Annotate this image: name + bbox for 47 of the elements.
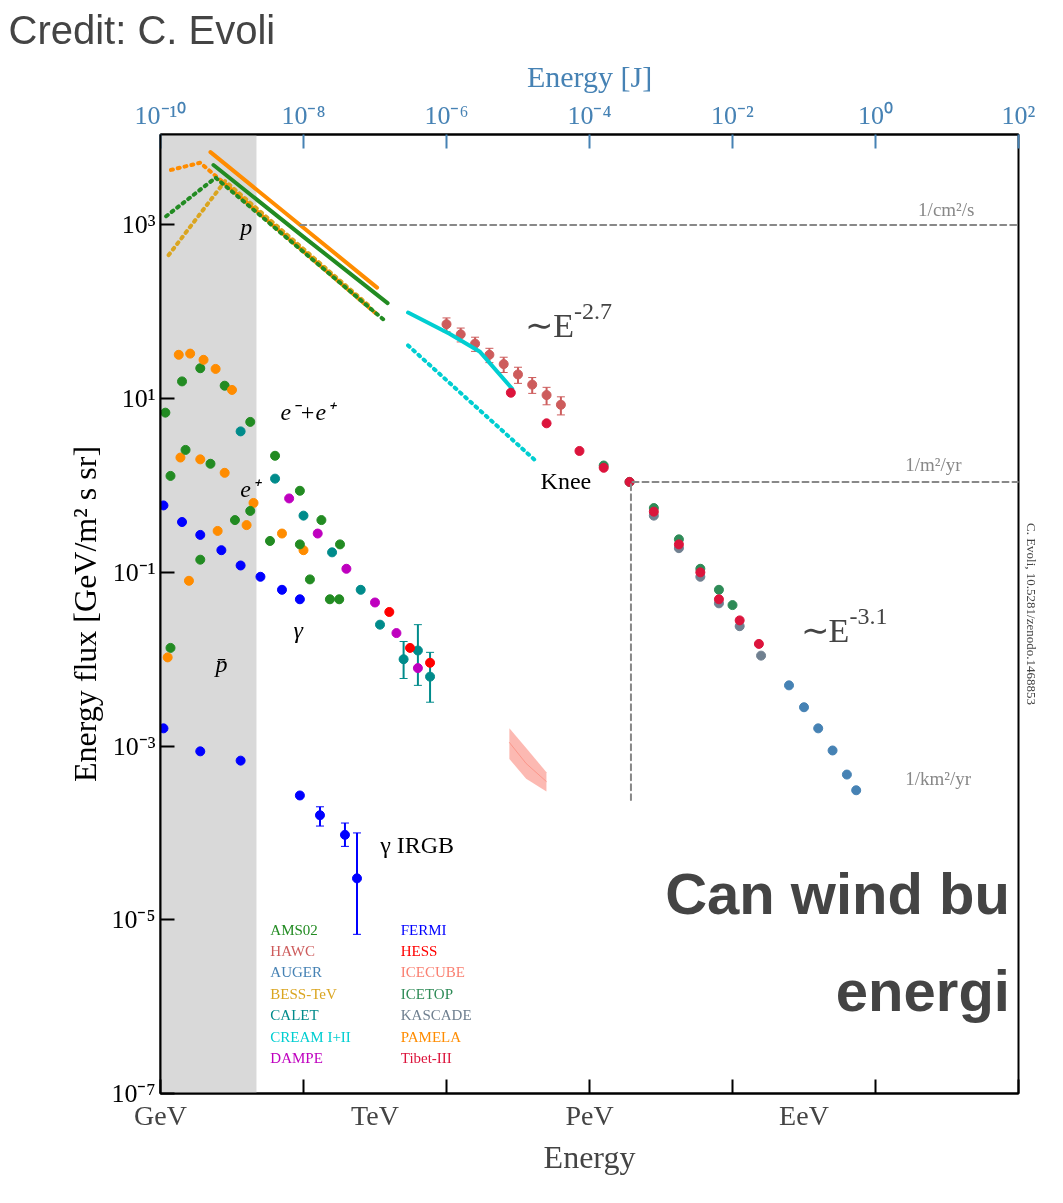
y-tick-label: 10⁻³ [112,731,156,761]
annotation: 1/m²/yr [905,453,963,475]
annotation: e⁻+e⁺ [280,398,338,425]
text: ICECUBE [400,964,465,981]
x-tick-label: 10⁻¹⁰ [134,100,187,130]
annotation: γ [293,617,304,644]
annotation: p [238,213,253,240]
y-axis-title: Energy flux [GeV/m² s sr] [67,445,104,783]
text: Energy [543,1138,636,1175]
x-tick-label: 10⁰ [858,100,893,130]
y-tick-label: 10³ [121,210,156,240]
annotation: energi [835,958,1010,1024]
text: AMS02 [270,921,318,938]
annotation: Can wind bu [665,860,1010,926]
text: BESS-TeV [270,985,337,1002]
y-tick-label: 10⁻⁵ [111,905,156,935]
x-tick-label: 10² [1001,100,1036,130]
annotation: 1/cm²/s [918,198,975,220]
x-tick-label: 10⁻⁴ [567,100,612,130]
x-tick-label: 10⁻² [711,100,755,130]
text: HESS [400,942,438,959]
text: PAMELA [400,1028,462,1045]
text: EeV [779,1099,829,1131]
text: KASCADE [400,1007,472,1024]
annotation: e⁺ [240,476,262,503]
text: FERMI [400,921,447,938]
text: AUGER [270,964,322,981]
text: CREAM I+II [270,1028,351,1045]
text: HAWC [270,942,315,959]
x-tick-label: 10⁻⁸ [281,100,326,130]
annotation: 1/km²/yr [905,768,972,790]
annotation: Knee [540,467,592,494]
y-tick-label: 10¹ [121,384,156,414]
text: PeV [565,1099,614,1131]
text: ICETOP [400,985,453,1002]
text: C. Evoli, 10.5281/zenodo.1468853 [1023,523,1039,706]
annotation: p̄ [213,650,228,677]
x-axis-title: Energy [J] [526,59,653,93]
text: Tibet-III [400,1050,452,1067]
text: DAMPE [270,1050,323,1067]
y-tick-label: 10⁻¹ [112,557,156,587]
text: TeV [351,1099,399,1131]
x-tick-label: 10⁻⁶ [424,100,469,130]
annotation: γ IRGB [379,832,455,859]
chart-title: Credit: C. Evoli [8,7,276,52]
y-tick-label: 10⁻⁷ [111,1079,156,1108]
text: CALET [270,1007,319,1024]
